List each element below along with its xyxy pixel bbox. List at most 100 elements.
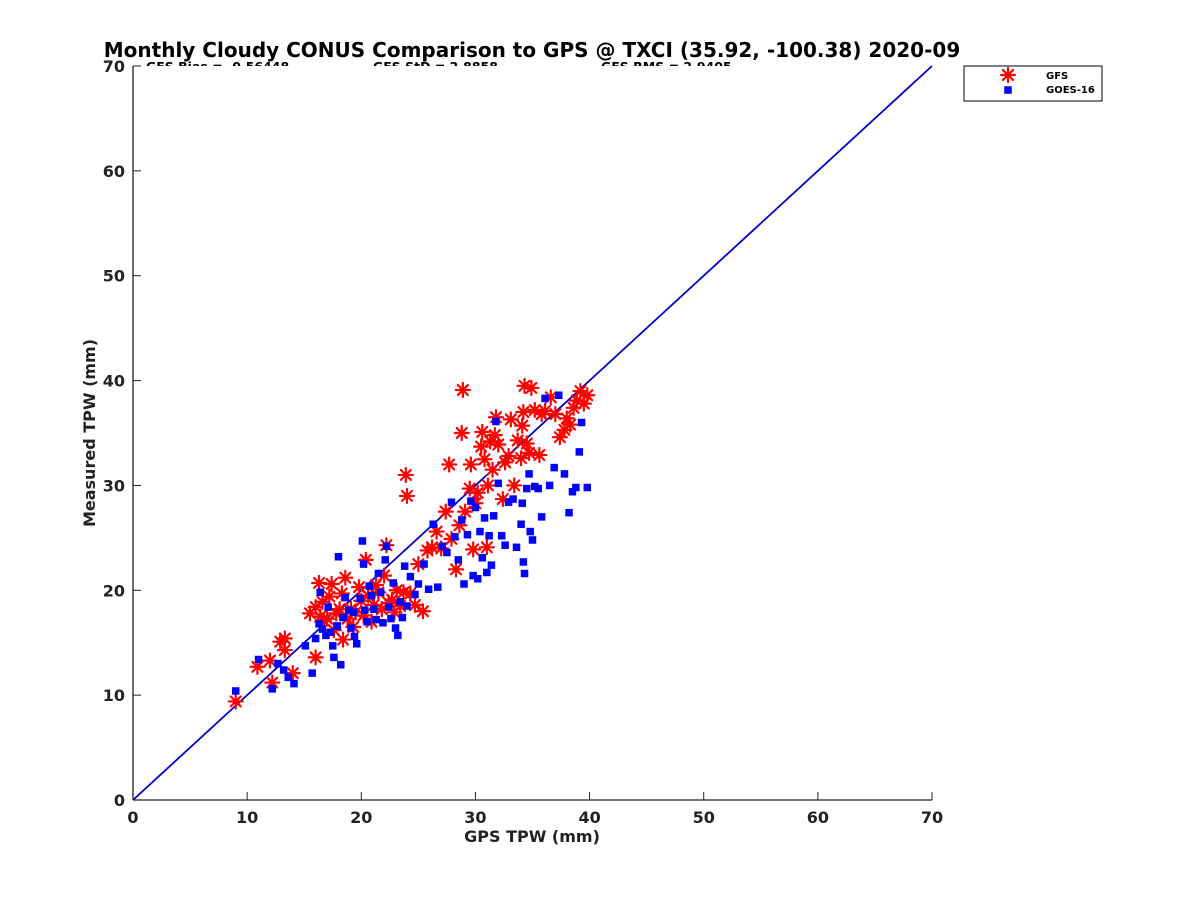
goes-16-point	[550, 463, 558, 472]
goes-16-point	[420, 560, 428, 568]
goes-16-point	[517, 520, 525, 528]
y-tick-label: 10	[103, 686, 125, 705]
gfs-point	[441, 456, 458, 473]
goes-16-point	[347, 624, 355, 632]
goes-16-point	[339, 613, 347, 622]
gfs-point	[494, 490, 511, 508]
legend-gfs-marker	[999, 66, 1017, 84]
goes-16-point	[363, 617, 371, 626]
x-tick-label: 10	[236, 808, 258, 827]
x-tick-label: 30	[464, 808, 486, 827]
gfs-point	[457, 503, 474, 520]
goes-16-point	[512, 543, 521, 552]
y-tick-label: 40	[103, 372, 125, 391]
goes-16-point	[344, 606, 353, 614]
goes-16-point	[372, 615, 380, 624]
gfs-point	[453, 424, 470, 442]
legend-gfs-asterisk	[999, 66, 1017, 84]
gfs-point	[476, 451, 493, 468]
gfs-point	[462, 456, 479, 473]
goes-16-point	[381, 556, 390, 564]
goes-16-point	[268, 685, 277, 693]
goes-16-point	[376, 588, 385, 597]
y-tick-label: 70	[103, 57, 125, 76]
reference-line-group	[132, 65, 933, 801]
gfs-point	[516, 377, 533, 394]
goes-16-point	[463, 530, 472, 539]
goes-16-point	[400, 562, 409, 570]
goes-16-point	[349, 608, 358, 617]
goes-16-point	[424, 585, 433, 593]
legend-gfs-label: GFS	[1046, 71, 1068, 82]
gfs-point	[398, 487, 416, 505]
goes-16-point	[560, 470, 569, 478]
x-axis-label: GPS TPW (mm)	[464, 827, 600, 846]
goes-16-point	[487, 561, 496, 569]
goes-16-point	[572, 483, 580, 492]
goes-16-point	[333, 622, 342, 630]
goes-16-point	[460, 580, 468, 588]
goes-16-point	[489, 512, 498, 520]
y-axis-label: Measured TPW (mm)	[80, 339, 99, 527]
gfs-point	[406, 596, 424, 614]
x-tick-label: 20	[350, 808, 372, 827]
goes-16-point	[254, 655, 263, 664]
gfs-point	[337, 569, 354, 586]
goes-16-point	[583, 483, 592, 492]
goes-16-point	[394, 631, 402, 640]
goes-16-point	[334, 552, 343, 561]
axes: 0 10 20 30 40 50 60 70 0 10 20 30 40 50 60 70	[103, 57, 943, 827]
goes-16-point	[336, 660, 345, 669]
gfs-point	[397, 466, 414, 484]
gfs-point	[437, 503, 454, 520]
gfs-point	[465, 541, 482, 558]
goes-16-point	[429, 520, 437, 528]
goes-16-point	[326, 628, 335, 636]
gfs-point	[562, 416, 579, 433]
x-tick-label: 60	[807, 808, 829, 827]
goes-16-point	[316, 588, 324, 597]
goes-16-point	[478, 554, 487, 562]
goes-16-point	[403, 602, 411, 610]
goes-16-point	[352, 640, 361, 648]
goes-16-point	[494, 479, 503, 488]
goes-16-point	[365, 582, 374, 590]
gfs-point	[515, 403, 532, 421]
goes-16-point	[434, 583, 442, 591]
goes-16-point	[476, 527, 484, 536]
goes-16-point	[497, 532, 506, 540]
goes-16-point	[520, 569, 529, 578]
x-tick-label: 0	[127, 808, 138, 827]
legend-goes-16-marker	[1004, 86, 1012, 94]
goes-16-point	[467, 497, 475, 505]
y-tick-label: 60	[103, 162, 125, 181]
goes-16-point	[274, 659, 282, 668]
goes-16-point	[350, 632, 359, 641]
gfs-point	[428, 523, 445, 540]
goes-16-point	[279, 666, 288, 674]
goes-16-point	[447, 498, 456, 506]
gfs-point	[323, 575, 340, 593]
x-tick-label: 70	[921, 808, 943, 827]
x-tick-label: 50	[693, 808, 715, 827]
goes-16-point	[406, 572, 415, 581]
gfs-point	[579, 387, 596, 404]
gfs-point	[547, 406, 564, 423]
chart-title: Monthly Cloudy CONUS Comparison to GPS @…	[104, 38, 960, 62]
goes-16-point	[389, 579, 397, 587]
goes-16-point	[469, 571, 477, 580]
goes-16-point	[545, 481, 554, 490]
goes-16-point	[575, 448, 584, 456]
goes-16-point	[324, 603, 332, 611]
goes-16-point	[414, 580, 423, 588]
gfs-point	[484, 461, 501, 478]
goes-16-point	[382, 542, 391, 550]
goes-16-point	[451, 533, 459, 541]
goes-16-point	[519, 558, 528, 566]
goes-16-point	[492, 417, 500, 426]
gfs-point	[227, 693, 244, 710]
goes-16-point	[518, 499, 526, 508]
goes-16-point	[384, 603, 393, 611]
goes-16-point	[480, 514, 489, 522]
goes-16-point	[577, 418, 586, 427]
